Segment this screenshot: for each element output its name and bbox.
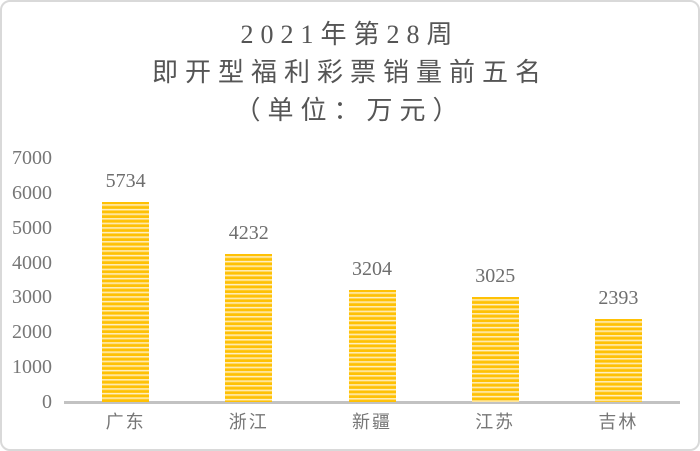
x-axis-category-label: 浙江	[228, 412, 269, 432]
bar-江苏	[471, 296, 519, 402]
bar-广东	[102, 202, 150, 402]
y-axis-tick-label: 4000	[12, 251, 52, 274]
y-axis-tick-label: 1000	[12, 356, 52, 379]
bar-value-label: 4232	[228, 222, 269, 245]
bar-value-label: 5734	[105, 170, 146, 193]
y-axis-tick-label: 5000	[12, 216, 52, 239]
chart-title-line-1: 2021年第28周	[240, 20, 460, 49]
y-axis-tick-label: 6000	[12, 181, 52, 204]
bar-value-label: 3204	[351, 258, 392, 281]
bar-value-label: 3025	[475, 264, 516, 287]
x-axis-line	[64, 401, 680, 404]
y-axis-tick-label: 7000	[12, 147, 52, 169]
bar-value-label: 2393	[598, 286, 639, 309]
chart-title-line-3: （单位：万元）	[234, 96, 466, 125]
x-axis-category-label: 江苏	[475, 412, 516, 432]
chart-title: 2021年第28周 即开型福利彩票销量前五名 （单位：万元）	[2, 16, 698, 130]
y-axis-tick-label: 2000	[12, 321, 52, 344]
x-axis-category-label: 广东	[105, 412, 146, 432]
y-axis-tick-label: 0	[42, 391, 52, 413]
x-axis-category-label: 吉林	[598, 412, 639, 432]
bar-吉林	[594, 318, 642, 402]
x-axis-category-label: 新疆	[351, 412, 392, 432]
bar-浙江	[225, 254, 273, 402]
bar-新疆	[348, 290, 396, 402]
y-axis-tick-label: 3000	[12, 286, 52, 309]
chart-title-line-2: 即开型福利彩票销量前五名	[151, 58, 548, 87]
